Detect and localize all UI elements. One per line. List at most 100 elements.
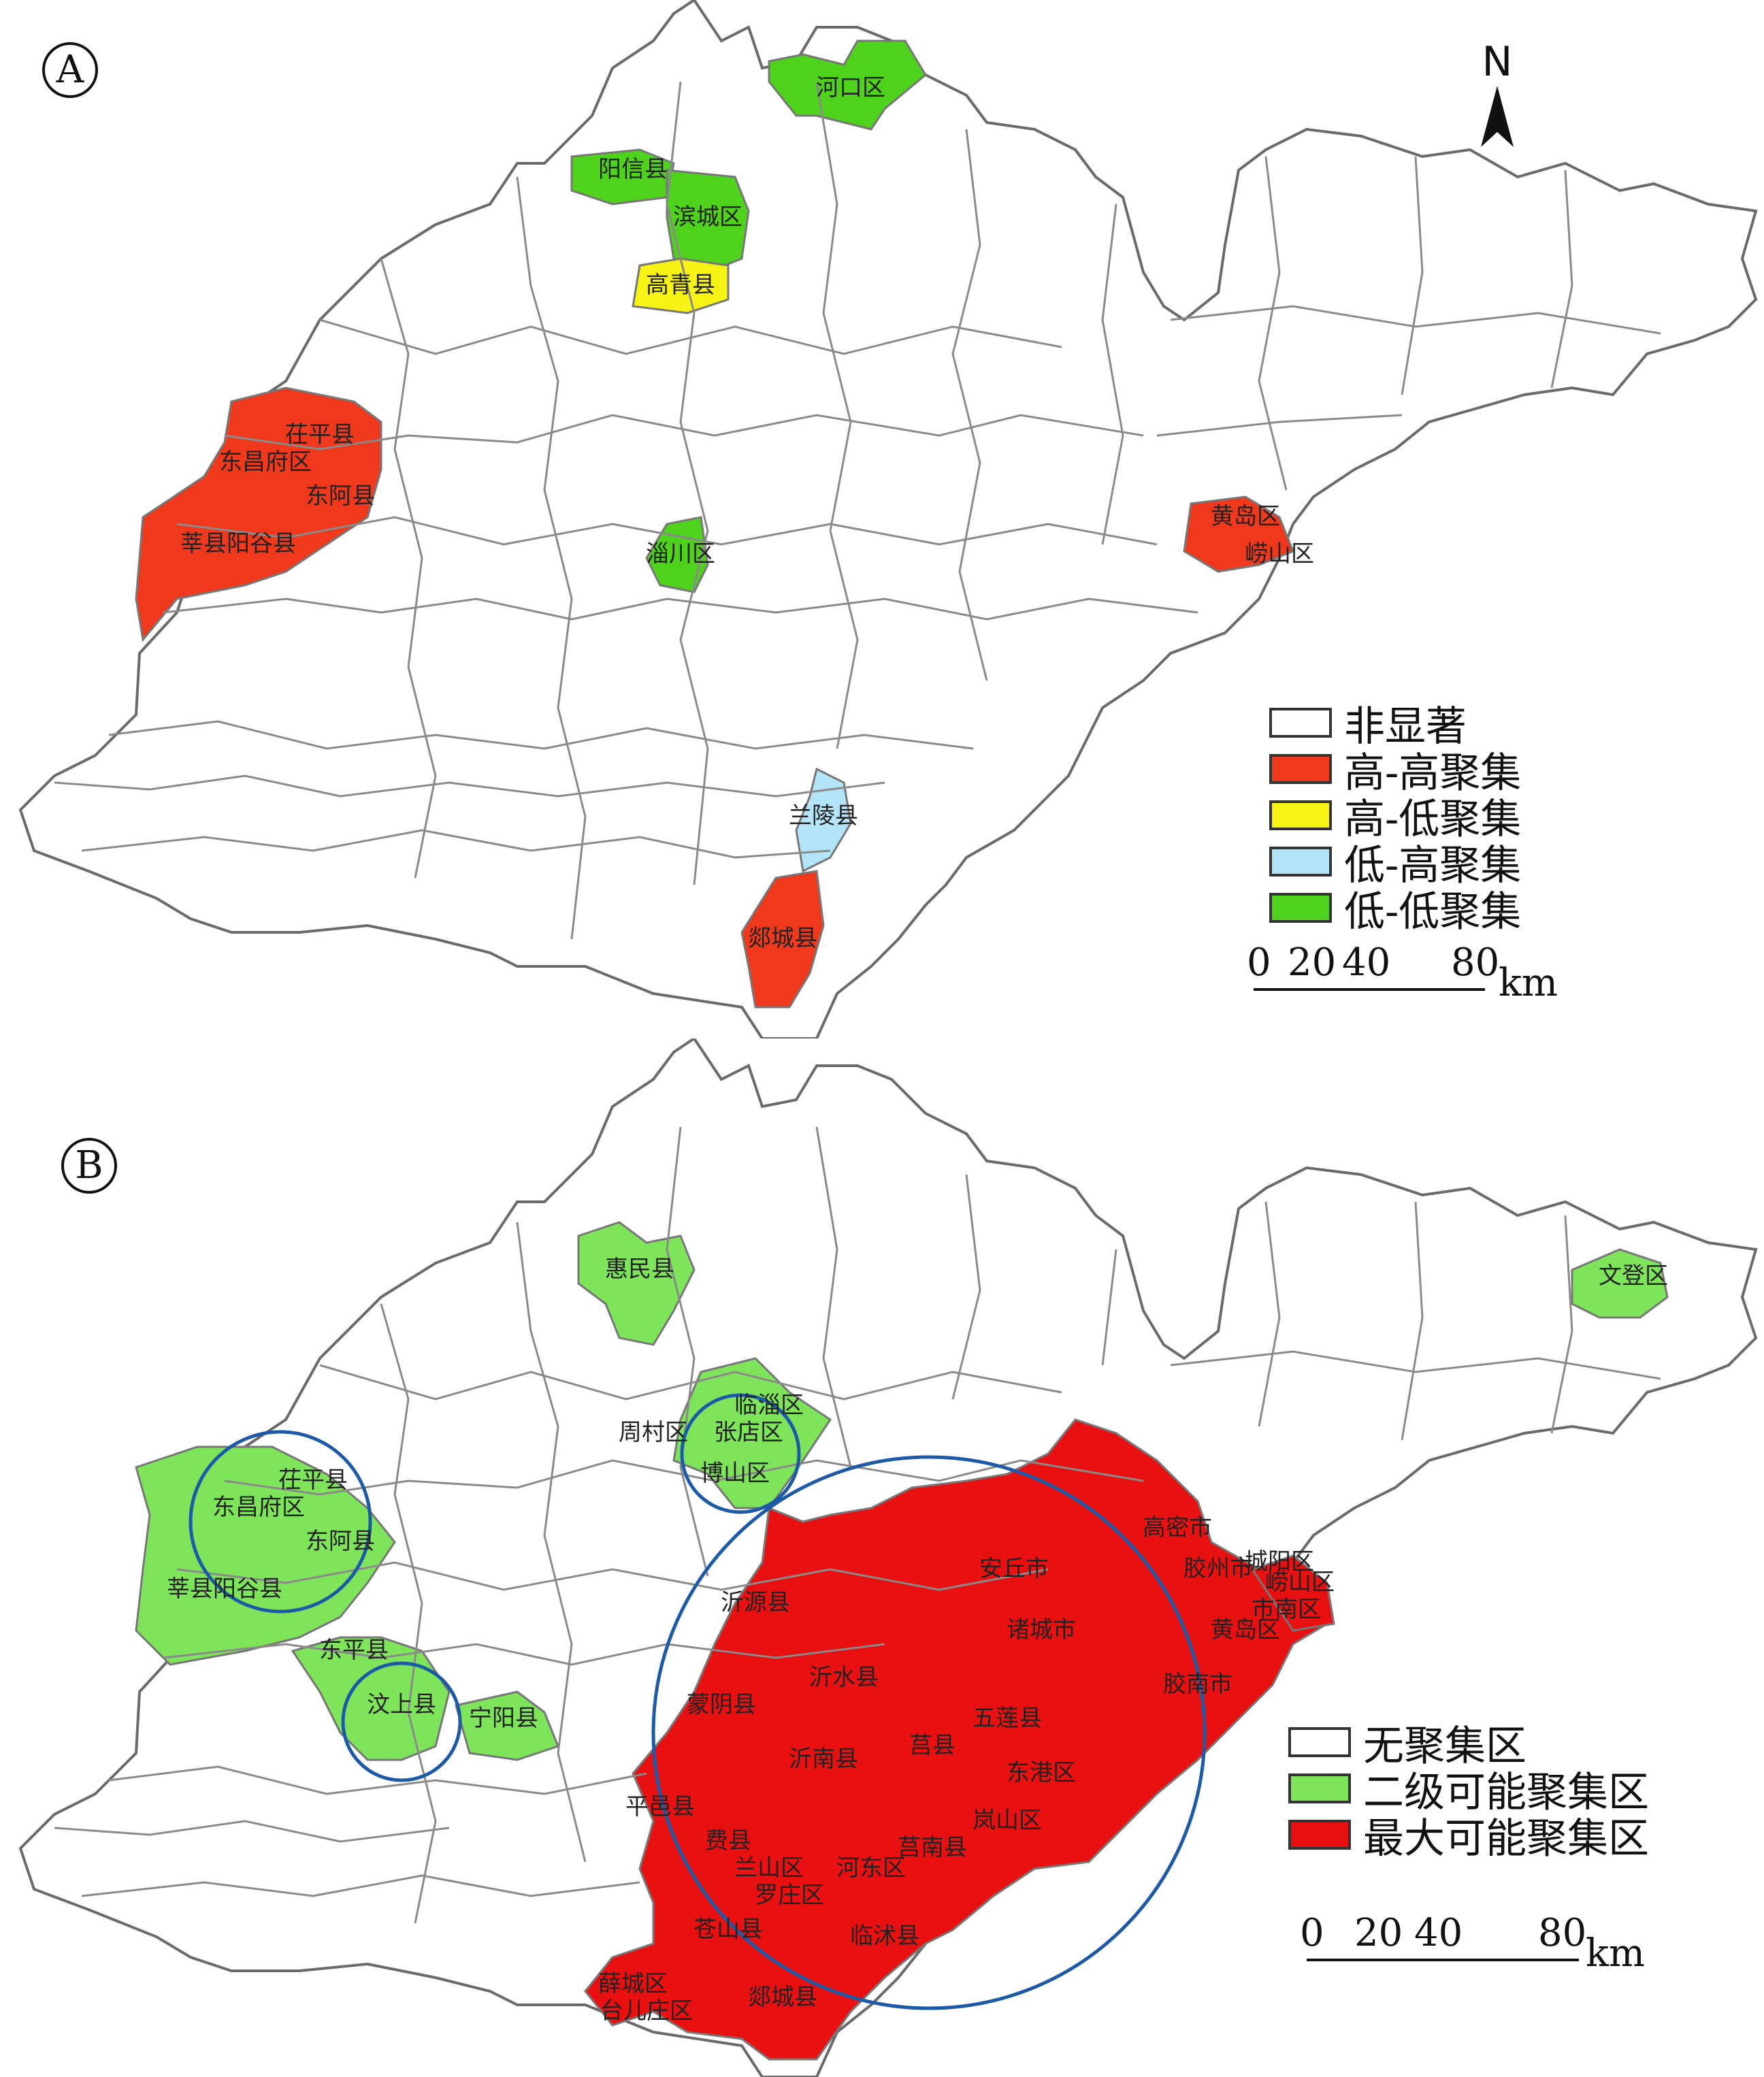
label-chiping: 茌平县 bbox=[285, 421, 355, 448]
legend-swatch-high_high bbox=[1269, 754, 1332, 784]
label-anqiu: 安丘市 bbox=[979, 1555, 1049, 1582]
label-tancheng: 郯城县 bbox=[748, 925, 817, 952]
scale-ticks: 0 20 40 80 bbox=[1300, 1911, 1654, 1955]
county-boundary bbox=[666, 1126, 709, 1577]
label-zichuan: 淄川区 bbox=[646, 540, 715, 568]
label-gaomi: 高密市 bbox=[1143, 1514, 1212, 1541]
label-yiyuan: 沂源县 bbox=[721, 1589, 790, 1616]
county-boundary bbox=[224, 414, 1144, 451]
scale-tick: 80 bbox=[1451, 941, 1500, 985]
scale-tick: 80 bbox=[1538, 1911, 1587, 1955]
label-junan: 莒南县 bbox=[898, 1834, 967, 1861]
legend-swatch-nonsig bbox=[1269, 708, 1332, 738]
circle-liaocheng bbox=[189, 1430, 372, 1614]
region-zichuan bbox=[645, 516, 709, 593]
legend-a: 非显著 高-高聚集 高-低聚集 低-高聚集 低-低聚集 bbox=[1269, 700, 1521, 936]
legend-label: 最大可能聚集区 bbox=[1363, 1814, 1649, 1863]
region-wendeng bbox=[1571, 1248, 1669, 1319]
scale-tick: 40 bbox=[1342, 941, 1391, 985]
label-yangxin: 阳信县 bbox=[598, 156, 668, 183]
scale-tick: 20 bbox=[1354, 1911, 1403, 1955]
county-boundary bbox=[1550, 1215, 1573, 1434]
label-pingyi: 平邑县 bbox=[625, 1793, 695, 1820]
label-huimin: 惠民县 bbox=[605, 1256, 674, 1283]
county-boundary bbox=[815, 1126, 852, 1468]
scale-unit: km bbox=[1586, 1931, 1646, 1976]
circle-taian bbox=[341, 1661, 462, 1782]
label-donge: 东阿县 bbox=[306, 483, 375, 510]
label-zhucheng: 诸城市 bbox=[1007, 1616, 1076, 1643]
county-boundary bbox=[1101, 1249, 1117, 1366]
label-lanshan-linyi: 兰山区 bbox=[734, 1854, 804, 1882]
label-yinan: 沂南县 bbox=[789, 1746, 858, 1773]
legend-item-maximum: 最大可能聚集区 bbox=[1288, 1812, 1649, 1863]
label-ningyang: 宁阳县 bbox=[469, 1705, 538, 1732]
scale-tick: 40 bbox=[1414, 1911, 1463, 1955]
scale-tick: 0 bbox=[1247, 941, 1271, 985]
county-boundary bbox=[1101, 203, 1124, 545]
scale-ticks: 0 20 40 80 bbox=[1247, 941, 1567, 985]
legend-item-nonsig: 无聚集区 bbox=[1288, 1719, 1649, 1770]
county-boundary bbox=[516, 1222, 587, 1863]
region-qingdao-cluster bbox=[1183, 495, 1294, 573]
county-boundary bbox=[163, 598, 1198, 621]
county-boundary bbox=[380, 258, 437, 879]
label-wulian: 五莲县 bbox=[973, 1705, 1042, 1732]
label-hedong: 河东区 bbox=[836, 1854, 906, 1882]
label-tancheng-b: 郯城县 bbox=[748, 1984, 817, 2011]
county-boundary bbox=[380, 1303, 437, 1924]
label-huangdao: 黄岛区 bbox=[1211, 503, 1280, 530]
label-xuecheng: 薛城区 bbox=[598, 1970, 668, 1997]
legend-b: 无聚集区 二级可能聚集区 最大可能聚集区 bbox=[1288, 1719, 1649, 1863]
label-laoshan-b: 崂山区 bbox=[1265, 1569, 1335, 1596]
county-boundary bbox=[1401, 1201, 1424, 1441]
county-boundary bbox=[951, 1174, 981, 1400]
panel-label-b: B bbox=[61, 1138, 117, 1194]
scale-bar-b: 0 20 40 80 km bbox=[1300, 1911, 1654, 1979]
scale-line bbox=[1307, 1959, 1579, 1961]
legend-item-nonsig: 非显著 bbox=[1269, 700, 1521, 751]
north-arrow: N bbox=[1478, 38, 1516, 150]
circle-zibo bbox=[680, 1393, 801, 1514]
label-jiaozhou: 胶州市 bbox=[1183, 1555, 1253, 1582]
county-boundary bbox=[516, 176, 587, 940]
province-outline bbox=[18, 0, 1758, 1038]
legend-swatch-low_low bbox=[1269, 893, 1332, 923]
county-boundary bbox=[176, 1561, 1049, 1591]
county-boundary bbox=[319, 318, 1062, 355]
legend-item-low_low: 低-低聚集 bbox=[1269, 885, 1521, 936]
scale-tick: 20 bbox=[1288, 941, 1337, 985]
region-taian-cluster bbox=[291, 1636, 451, 1761]
legend-swatch-maximum bbox=[1288, 1820, 1351, 1850]
label-jiaonan: 胶南市 bbox=[1163, 1671, 1232, 1698]
legend-label: 低-低聚集 bbox=[1344, 887, 1522, 936]
legend-label: 低-高聚集 bbox=[1344, 841, 1522, 889]
county-boundary bbox=[319, 1364, 1062, 1401]
legend-item-high_low: 高-低聚集 bbox=[1269, 792, 1521, 843]
label-juxian: 莒县 bbox=[909, 1732, 956, 1759]
county-boundary bbox=[815, 81, 859, 749]
map-panel-b: 惠民县 文登区 临淄区 张店区 博山区 周村区 茌平县 东昌府区 东阿县 莘县阳谷县 东平县 汶上县宁… bbox=[0, 1038, 1764, 2077]
region-hekou bbox=[768, 39, 927, 131]
map-panel-a: 河口区 阳信县 滨城区 高青县 茌平县 东昌府区 东阿县 莘县阳谷县 淄川区 黄岛区 崂山区 兰陵县郯… bbox=[0, 0, 1764, 1038]
legend-swatch-nonsig bbox=[1288, 1727, 1351, 1757]
legend-item-high_high: 高-高聚集 bbox=[1269, 746, 1521, 797]
legend-label: 无聚集区 bbox=[1363, 1722, 1526, 1770]
label-dongchangfu: 东昌府区 bbox=[219, 448, 312, 476]
label-gaoqing: 高青县 bbox=[646, 272, 715, 299]
county-boundary bbox=[108, 1765, 647, 1795]
region-laoshan bbox=[1250, 1554, 1335, 1632]
label-dongchangfu-b: 东昌府区 bbox=[212, 1494, 305, 1521]
county-boundary bbox=[1156, 414, 1403, 437]
label-shinan: 市南区 bbox=[1252, 1596, 1321, 1623]
region-liaocheng-cluster bbox=[135, 387, 382, 642]
label-cangshan: 苍山县 bbox=[693, 1916, 763, 1943]
legend-item-low_high: 低-高聚集 bbox=[1269, 838, 1521, 889]
label-boshan: 博山区 bbox=[700, 1460, 770, 1487]
county-boundary bbox=[81, 1874, 640, 1897]
label-huangdao-b: 黄岛区 bbox=[1211, 1616, 1280, 1643]
county-boundary bbox=[176, 516, 1158, 546]
label-luozhuang: 罗庄区 bbox=[755, 1882, 824, 1909]
label-laoshan: 崂山区 bbox=[1245, 540, 1314, 568]
